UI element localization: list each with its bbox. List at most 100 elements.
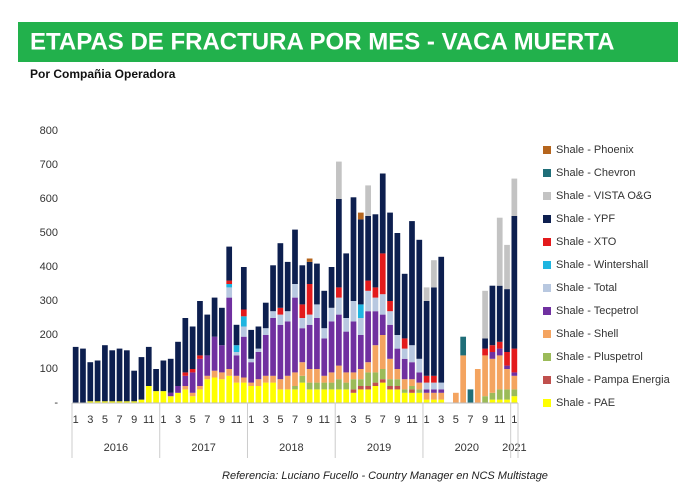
bar-segment xyxy=(365,362,371,373)
bar-segment xyxy=(314,263,320,305)
source-note: Referencia: Luciano Fucello - Country Ma… xyxy=(222,470,548,482)
bar-segment xyxy=(423,382,430,390)
bar-segment xyxy=(314,382,320,390)
y-tick-label: 100 xyxy=(40,363,58,375)
bar-segment xyxy=(357,386,364,390)
bar-segment xyxy=(409,345,415,363)
bar-segment xyxy=(336,314,342,366)
bar-segment xyxy=(284,375,291,390)
bar-segment xyxy=(482,348,488,356)
bar-segment xyxy=(336,199,342,288)
bar-segment xyxy=(431,382,437,390)
bar-segment xyxy=(387,324,393,359)
x-tick-label: 9 xyxy=(131,414,137,426)
bar-segment xyxy=(416,392,423,403)
y-tick-label: 200 xyxy=(40,329,58,341)
x-tick-label: 5 xyxy=(453,414,459,426)
bar-segment xyxy=(189,369,196,373)
bar-segment xyxy=(226,297,233,369)
bar-segment xyxy=(357,335,364,369)
bar-segment xyxy=(321,290,328,329)
bar-segment xyxy=(167,392,174,397)
bar-segment xyxy=(511,375,518,390)
bar-segment xyxy=(482,290,488,339)
bar-segment xyxy=(350,389,357,393)
bar-segment xyxy=(321,389,328,403)
bar-segment xyxy=(328,382,335,390)
bar-segment xyxy=(496,355,503,390)
bar-segment xyxy=(423,392,430,400)
bar-segment xyxy=(292,372,298,386)
legend-label: Shale - VISTA O&G xyxy=(556,190,652,202)
bar-segment xyxy=(197,301,203,356)
bar-segment xyxy=(299,265,306,305)
bar-segment xyxy=(123,401,130,403)
x-tick-label: 7 xyxy=(380,414,386,426)
bar-segment xyxy=(350,379,357,390)
bar-segment xyxy=(357,389,364,403)
x-tick-label: 5 xyxy=(365,414,371,426)
bar-segment xyxy=(167,396,174,403)
legend-swatch xyxy=(543,238,551,246)
bar-segment xyxy=(401,379,408,390)
bar-segment xyxy=(153,369,159,392)
bar-segment xyxy=(284,321,291,376)
bar-segment xyxy=(409,389,415,393)
bar-segment xyxy=(365,290,371,312)
bar-segment xyxy=(453,392,459,403)
bar-segment xyxy=(350,392,357,403)
x-group-label: 2016 xyxy=(104,442,128,454)
bar-segment xyxy=(153,391,159,403)
bar-segment xyxy=(474,369,481,403)
bar-segment xyxy=(489,399,496,403)
bar-segment xyxy=(226,280,233,284)
bar-segment xyxy=(204,375,211,380)
bar-segment xyxy=(226,284,233,288)
bar-segment xyxy=(489,345,496,352)
bar-segment xyxy=(197,386,203,390)
bar-segment xyxy=(255,352,262,380)
title-banner xyxy=(18,22,678,62)
bar-segment xyxy=(175,386,181,393)
bar-segment xyxy=(255,348,262,352)
bar-segment xyxy=(277,379,284,390)
bar-segment xyxy=(204,379,211,403)
bar-segment xyxy=(409,392,415,403)
legend-swatch xyxy=(543,169,551,177)
bar-segment xyxy=(270,318,276,376)
bar-segment xyxy=(482,396,488,403)
bar-segment xyxy=(350,321,357,373)
x-tick-label: 11 xyxy=(406,414,417,426)
y-tick-label: 800 xyxy=(40,125,58,137)
bar-segment xyxy=(226,375,233,403)
bar-segment xyxy=(226,246,233,281)
bar-segment xyxy=(248,382,254,386)
bar-segment xyxy=(467,389,474,403)
bar-segment xyxy=(372,382,379,386)
bar-segment xyxy=(248,362,254,383)
bar-segment xyxy=(489,285,496,346)
bar-segment xyxy=(489,392,496,400)
legend-label: Shale - XTO xyxy=(556,236,617,248)
x-tick-label: 5 xyxy=(102,414,108,426)
x-tick-label: 1 xyxy=(511,414,517,426)
bar-segment xyxy=(87,362,94,402)
bar-segment xyxy=(511,178,518,216)
bar-segment xyxy=(80,348,86,403)
bar-segment xyxy=(357,318,364,335)
bar-segment xyxy=(431,287,437,376)
bar-segment xyxy=(489,352,496,359)
chart-subtitle: Por Compañia Operadora xyxy=(30,67,176,81)
bar-segment xyxy=(357,369,364,380)
bar-segment xyxy=(379,253,386,295)
bar-segment xyxy=(204,355,211,376)
bar-segment xyxy=(262,382,269,403)
bar-segment xyxy=(496,217,503,286)
bar-segment xyxy=(365,311,371,363)
bar-segment xyxy=(182,386,189,390)
bar-segment xyxy=(504,365,510,369)
bar-segment xyxy=(350,372,357,380)
legend-label: Shale - Tecpetrol xyxy=(556,305,638,317)
bar-segment xyxy=(270,311,276,318)
bar-segment xyxy=(387,212,393,301)
